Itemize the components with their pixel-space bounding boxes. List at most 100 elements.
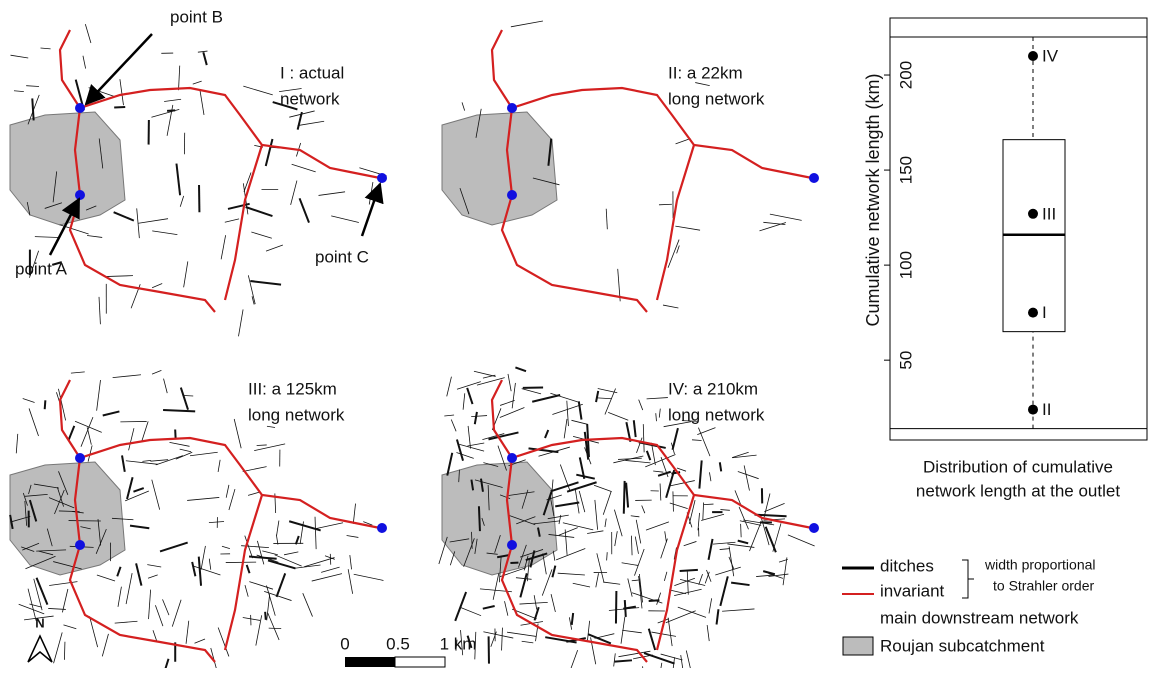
ditch <box>218 460 220 472</box>
ditch <box>203 52 206 65</box>
subcatchment <box>10 462 125 575</box>
ditch <box>71 372 85 373</box>
ditch <box>515 367 526 371</box>
ditch <box>705 572 709 584</box>
ditch <box>550 393 579 402</box>
x-axis-label: network length at the outlet <box>916 481 1120 500</box>
ditch <box>713 542 735 544</box>
ditch <box>522 641 534 643</box>
ditch <box>579 401 582 419</box>
ditch <box>565 529 567 554</box>
ditch <box>277 573 286 596</box>
ditch <box>209 559 210 570</box>
ditch <box>695 83 709 86</box>
ditch <box>479 506 480 531</box>
ditch <box>631 516 640 517</box>
map-title: II: a 22km <box>668 63 743 82</box>
ditch <box>105 276 133 277</box>
ditch <box>114 212 134 220</box>
ditch <box>350 555 352 569</box>
ditch <box>199 557 201 586</box>
ditch <box>500 407 525 417</box>
ditch <box>738 541 748 544</box>
ditch <box>102 634 108 657</box>
ditch <box>669 590 686 594</box>
ditch <box>103 411 120 415</box>
ditch <box>607 552 608 560</box>
y-tick-label: 50 <box>896 351 915 370</box>
scale-label: 0.5 <box>386 634 410 653</box>
legend-label: ditches <box>880 556 934 575</box>
ditch <box>704 504 714 505</box>
ditch <box>727 544 754 548</box>
ditch <box>644 653 674 663</box>
ditch <box>180 449 191 452</box>
ditch <box>16 434 17 453</box>
north-label: N <box>35 615 44 630</box>
ditch <box>687 571 688 594</box>
ditch <box>354 574 384 580</box>
ditch <box>291 181 297 205</box>
point-marker <box>809 173 819 183</box>
ditch <box>265 612 266 620</box>
map-title: long network <box>668 405 765 424</box>
ditch <box>643 424 644 452</box>
point-marker <box>809 523 819 533</box>
ditch <box>186 621 189 644</box>
scale-bar <box>395 657 445 667</box>
ditch <box>164 99 181 101</box>
scale-label: 0 <box>340 634 349 653</box>
ditch <box>534 595 537 609</box>
ditch <box>567 401 569 426</box>
ditch <box>632 580 640 581</box>
point-marker <box>377 523 387 533</box>
ditch <box>709 472 710 481</box>
ditch <box>250 281 281 285</box>
ditch <box>251 232 271 238</box>
ditch <box>319 192 346 196</box>
ditch <box>268 613 279 640</box>
ditch <box>720 462 721 471</box>
ditch <box>229 489 235 510</box>
ditch <box>516 578 532 580</box>
ditch <box>455 592 466 621</box>
ditch <box>148 575 158 578</box>
ditch <box>226 485 229 498</box>
ditch <box>605 519 606 527</box>
ditch <box>289 521 320 530</box>
ditch <box>614 653 616 666</box>
point-marker <box>377 173 387 183</box>
ditch <box>198 51 208 52</box>
ditch <box>267 426 275 427</box>
ditch <box>670 481 695 486</box>
ditch <box>563 523 593 530</box>
ditch <box>29 408 38 436</box>
ditch <box>639 400 643 410</box>
ditch <box>608 412 628 420</box>
ditch <box>764 493 770 517</box>
ditch <box>222 546 230 548</box>
ditch <box>292 164 316 172</box>
ditch <box>519 602 547 604</box>
ditch <box>447 377 452 397</box>
ditch <box>615 660 632 661</box>
ditch <box>37 578 48 605</box>
ditch <box>63 625 76 629</box>
ditch <box>681 655 685 668</box>
ditch <box>246 207 273 216</box>
ditch <box>163 410 195 411</box>
ditch <box>572 613 573 625</box>
ditch <box>564 419 567 438</box>
ditch <box>551 594 555 612</box>
annotation: point B <box>170 7 223 26</box>
ditch <box>243 86 272 95</box>
point-label: I <box>1042 303 1047 322</box>
ditch <box>136 563 141 585</box>
ditch <box>653 471 663 472</box>
ditch <box>699 460 701 488</box>
ditch <box>634 549 644 576</box>
ditch <box>502 628 503 651</box>
map-title: long network <box>248 405 345 424</box>
legend-bracket <box>962 560 974 598</box>
